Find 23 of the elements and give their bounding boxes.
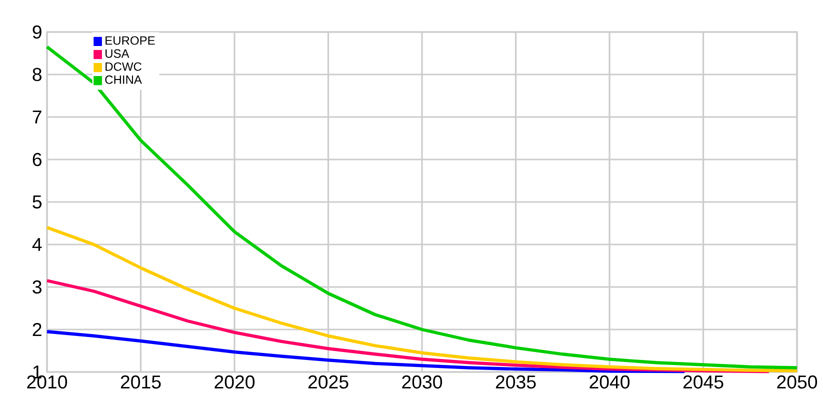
x-tick-label: 2050 [777,375,818,389]
line-series [45,226,799,372]
y-tick-label: 8 [32,68,42,82]
legend-label: CHINA [105,75,142,84]
legend-label: DCWC [106,62,142,71]
legend-label: USA [106,49,130,58]
y-tick-label: 9 [32,25,42,39]
y-tick-label: 7 [32,110,42,124]
line-series [45,330,686,374]
x-tick-label: 2040 [590,375,630,389]
y-tick-label: 2 [32,322,42,336]
y-tick-label: 6 [32,152,42,166]
y-tick-label: 5 [32,195,42,209]
line-series [45,45,799,370]
x-tick-label: 2030 [402,375,442,389]
y-tick-label: 3 [32,280,42,294]
legend-label: EUROPE [106,36,155,45]
x-tick-label: 2025 [308,375,348,389]
x-tick-label: 2015 [120,375,161,389]
x-tick-label: 2045 [683,375,724,389]
x-tick-label: 2020 [214,375,255,389]
x-tick-label: 2035 [496,375,536,389]
y-tick-label: 4 [32,238,42,251]
